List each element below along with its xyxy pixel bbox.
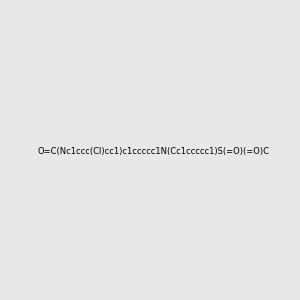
Text: O=C(Nc1ccc(Cl)cc1)c1ccccc1N(Cc1ccccc1)S(=O)(=O)C: O=C(Nc1ccc(Cl)cc1)c1ccccc1N(Cc1ccccc1)S(…: [38, 147, 270, 156]
